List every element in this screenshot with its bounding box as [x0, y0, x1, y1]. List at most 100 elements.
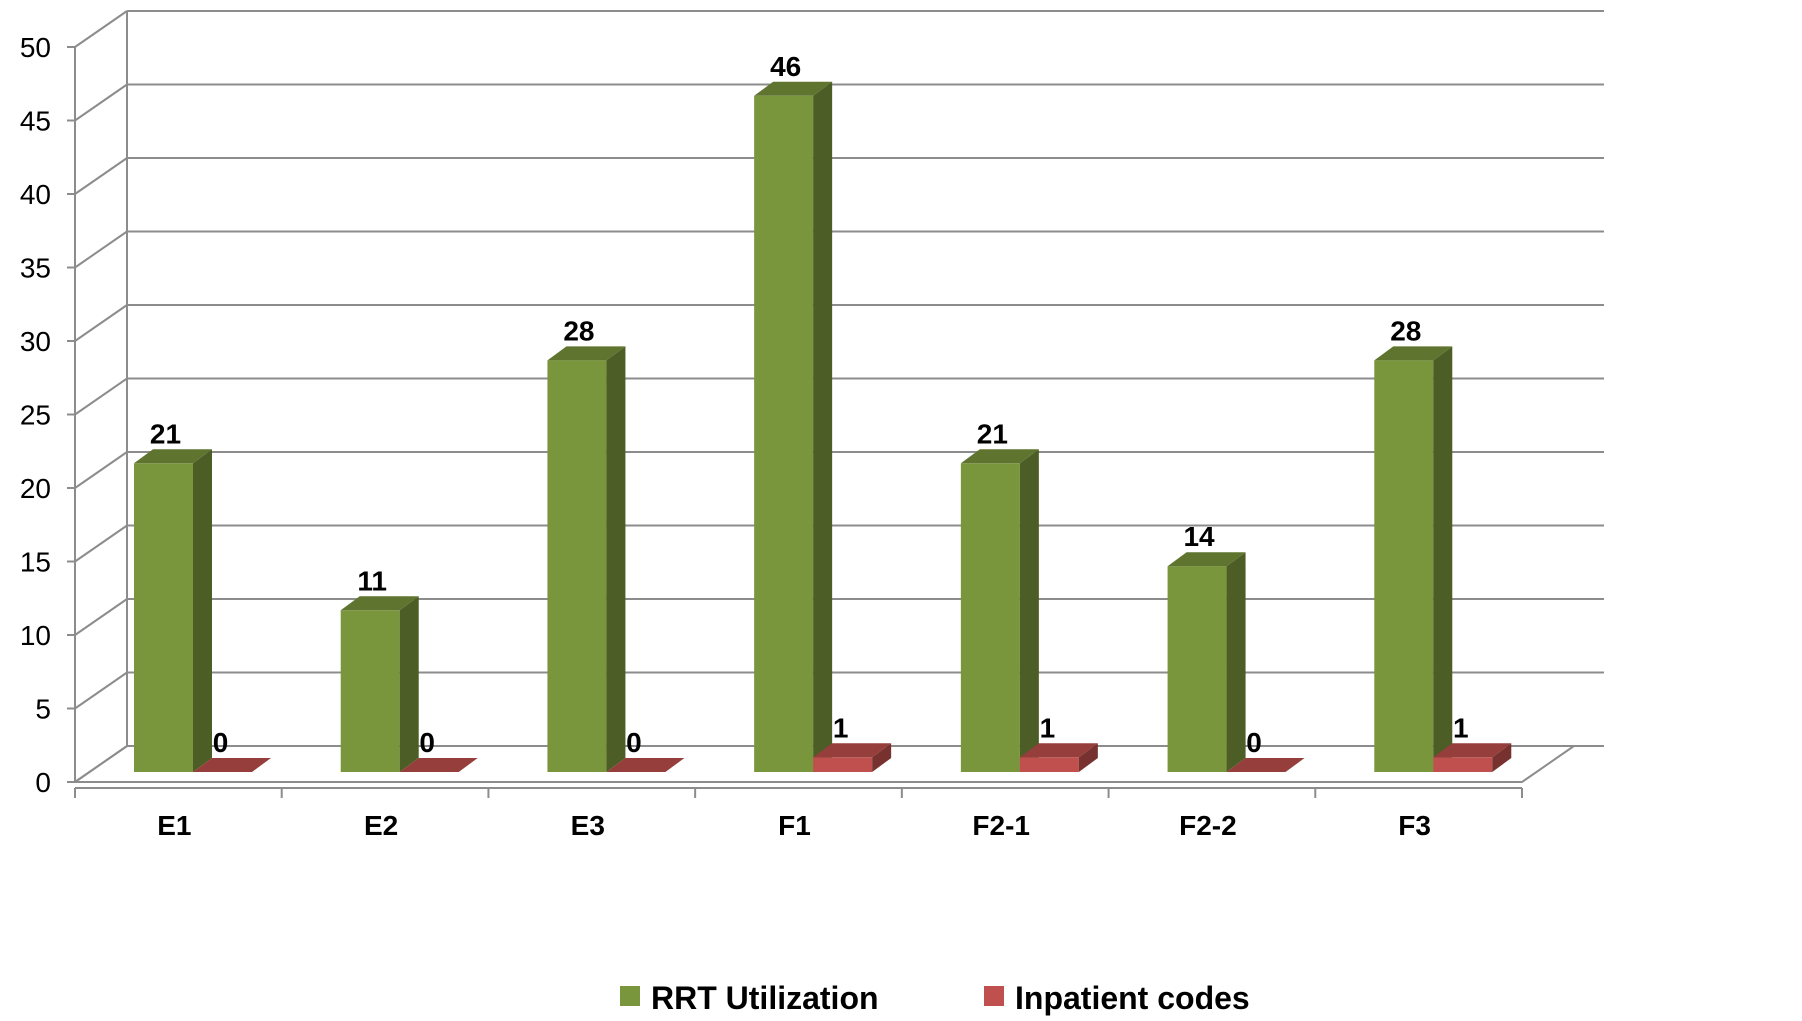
bar-rrt-side — [193, 449, 212, 772]
y-tick-label: 40 — [20, 179, 51, 210]
bar-rrt-front — [134, 463, 193, 772]
bar-inpatient — [193, 758, 271, 772]
bar-rrt — [754, 81, 833, 773]
data-label: 14 — [1183, 521, 1215, 552]
gridline-side — [74, 745, 128, 783]
bar-inpatient-top — [1433, 743, 1512, 758]
y-tick-label: 10 — [20, 620, 51, 651]
legend-item: Inpatient codes — [984, 980, 1250, 1016]
bar-rrt — [340, 596, 419, 772]
y-tick-label: 50 — [20, 32, 51, 63]
data-label: 1 — [833, 712, 849, 743]
x-tick-label: F2-1 — [972, 810, 1030, 841]
bar-rrt-side — [1226, 552, 1246, 772]
bar-rrt-top — [1167, 552, 1246, 567]
bar-rrt-top — [547, 346, 626, 361]
legend-swatch — [984, 986, 1004, 1006]
legend-item: RRT Utilization — [620, 980, 879, 1016]
bar-inpatient-front — [813, 757, 873, 772]
gridline-side — [74, 671, 128, 710]
gridline-side — [74, 524, 128, 563]
y-tick-label: 0 — [35, 767, 51, 798]
bar-rrt-top — [960, 449, 1039, 464]
bar-inpatient-side — [1078, 743, 1098, 772]
bar-inpatient-top — [606, 758, 685, 772]
data-label: 28 — [563, 315, 594, 346]
bar-rrt-side — [1433, 346, 1453, 772]
y-tick-label: 5 — [35, 694, 51, 725]
gridline-side — [74, 10, 128, 48]
bar-inpatient — [399, 758, 478, 772]
data-label: 46 — [770, 51, 801, 82]
gridline-side — [74, 598, 128, 636]
y-tick-label: 45 — [20, 106, 51, 137]
y-tick-label: 25 — [20, 400, 51, 431]
bar-rrt — [1374, 346, 1453, 772]
bar-inpatient — [1433, 743, 1512, 772]
bar-rrt-side — [399, 596, 419, 772]
data-labels: 21 0 11 0 28 0 46 1 21 1 14 0 28 1 — [150, 51, 1469, 758]
x-tick-label: F3 — [1398, 810, 1431, 841]
bar-rrt — [960, 449, 1039, 772]
bar-rrt-side — [606, 346, 626, 772]
gridline-side — [74, 157, 128, 195]
x-tick-label: F1 — [778, 810, 811, 841]
gridline-side — [74, 451, 128, 489]
y-tick-label: 15 — [20, 547, 51, 578]
data-label: 0 — [1246, 727, 1262, 758]
x-axis: E1 E2 E3 F1 F2-1 F2-2 F3 — [74, 787, 1523, 841]
bar-rrt — [134, 449, 212, 772]
bar-rrt-front — [547, 360, 607, 772]
bar-inpatient — [813, 743, 892, 772]
y-tick-label: 35 — [20, 253, 51, 284]
x-tick-label: E3 — [571, 810, 605, 841]
data-label: 28 — [1390, 315, 1421, 346]
x-tick-label: E2 — [364, 810, 398, 841]
bar-rrt — [1167, 552, 1246, 772]
data-label: 0 — [626, 727, 642, 758]
bar-inpatient — [1226, 758, 1305, 772]
bar-inpatient-front — [1019, 757, 1079, 772]
bar-rrt-top — [754, 81, 833, 96]
bar-rrt-front — [960, 463, 1020, 772]
data-label: 1 — [1040, 712, 1056, 743]
bar-inpatient-top — [399, 758, 478, 772]
y-tick-label: 20 — [20, 473, 51, 504]
bar-rrt-top — [134, 449, 212, 464]
bar-inpatient-top — [813, 743, 892, 758]
bar-inpatient-side — [872, 743, 892, 772]
bar-inpatient-top — [193, 758, 271, 772]
bar-rrt-side — [813, 81, 833, 773]
bar-rrt-front — [1167, 566, 1227, 772]
bar-rrt-side — [1019, 449, 1039, 772]
bar-inpatient-side — [1492, 743, 1512, 772]
bar-rrt-front — [754, 95, 814, 773]
data-label: 0 — [419, 727, 435, 758]
gridline-side — [74, 83, 128, 122]
legend-swatch — [620, 986, 640, 1006]
bar-rrt-front — [340, 610, 400, 772]
bar-inpatient-top — [1226, 758, 1305, 772]
bar-rrt-top — [340, 596, 419, 611]
data-label: 0 — [213, 727, 229, 758]
bar-rrt-front — [1374, 360, 1434, 772]
bar-rrt — [547, 346, 626, 772]
gridline-side — [74, 377, 128, 416]
legend-label: RRT Utilization — [651, 980, 879, 1016]
bar-inpatient-top — [1019, 743, 1098, 758]
data-label: 1 — [1453, 712, 1469, 743]
legend-label: Inpatient codes — [1015, 980, 1250, 1016]
gridline-side — [74, 230, 128, 269]
data-label: 21 — [977, 418, 1008, 449]
bars — [134, 81, 1512, 773]
y-axis: 0 5 10 15 20 25 30 35 40 45 50 — [20, 32, 76, 798]
gridline-side — [74, 304, 128, 342]
data-label: 21 — [150, 418, 181, 449]
bar-inpatient — [606, 758, 685, 772]
legend: RRT Utilization Inpatient codes — [620, 980, 1250, 1016]
y-tick-label: 30 — [20, 326, 51, 357]
bar-inpatient-front — [1433, 757, 1493, 772]
bar-rrt-top — [1374, 346, 1453, 361]
